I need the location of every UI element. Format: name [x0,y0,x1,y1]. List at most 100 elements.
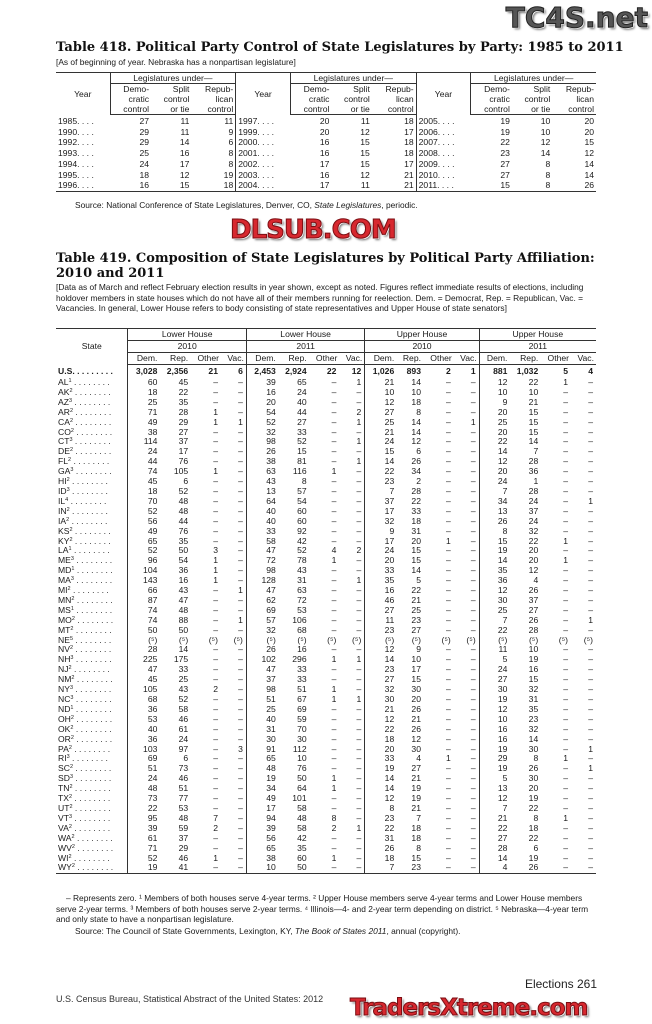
year-cell: 2006. . . . [415,126,471,138]
title-line: 2010 and 2011 [56,266,165,281]
state-code: VT [58,812,69,823]
state-cell: CA2 . . . . . . . . [56,417,128,428]
table-row: IL4 . . . . . . . . 70 48– –64 54– –37 22– –34 2… [56,495,596,507]
value-cell: 6 [533,842,539,853]
value-cell: 16 [151,148,191,159]
value-cell: – [588,753,593,764]
value-cell: 26 [478,516,510,527]
value-cell: 10 [528,644,539,655]
dem-header: Demo- cratic control [289,83,332,115]
value-cell: – [470,525,476,536]
value-cell: 1 [213,416,218,427]
value-cell: 17 [151,159,191,170]
us-total-row: U.S. . . . . . . . . 3,028 2,356 21 6 2,453 2,… [56,364,596,378]
value-cell: 16 [110,180,151,191]
value-cell: – [445,525,451,536]
value-cell: 39 [245,823,278,834]
value-cell: – [238,575,243,586]
cell-text: 16 [179,148,190,159]
value-cell: – [563,476,569,487]
table-row: ID3 . . . . . . . . 18 52– –13 57– –7 28– –7 28–… [56,485,596,497]
value-cell: 26 [411,703,421,714]
value-cell: 12 [331,170,371,181]
value-cell: 52 [297,436,307,447]
value-cell: – [445,377,451,387]
value-cell: 16 [290,137,331,148]
value-cell: – [588,525,593,536]
value-cell: 22 [364,823,397,834]
value-cell: – [563,386,569,397]
cell-text: 1995 [58,169,78,180]
value-cell: – [588,733,593,744]
value-cell: – [238,495,243,506]
value-cell: 8 [533,753,539,764]
house-header: Lower House [245,328,365,341]
footnote-ref: 2 [70,625,74,632]
value-cell: 27 [178,426,189,437]
value-cell: 1 [588,743,593,754]
state-cell: CT3 . . . . . . . . [56,436,128,447]
value-cell: 1 [563,753,569,764]
value-cell: – [238,832,243,843]
leader-dots: . . . . . . . . [71,545,110,556]
value-cell: 19 [411,783,421,794]
cell-text: 1997 [238,115,258,126]
value-cell: – [331,565,337,576]
table-419: State Lower House Lower House Upper House Up… [56,328,596,875]
value-cell: 14 [552,170,596,181]
value-cell: 17 [178,446,189,457]
value-cell: 7 [364,862,397,874]
value-cell: 15 [471,180,512,191]
value-cell: – [356,743,362,754]
value-cell: – [238,674,243,685]
value-cell: 1 [238,416,243,427]
state-code: OR [58,733,71,744]
cell-text: 14 [584,158,594,169]
value-cell: 37 [178,832,189,843]
value-cell: – [213,723,218,734]
value-cell: – [445,802,451,813]
value-cell: 19 [471,127,512,138]
value-cell: 20 [411,694,421,704]
table-row: WI2 . . . . . . . . 52 46 1–38 60 1–18 15– –14 1… [56,853,596,864]
value-cell: 19 [478,744,510,755]
value-cell: 28 [178,406,189,417]
cell-text: 26 [584,180,594,191]
state-code: NJ [58,664,69,675]
value-cell: 12 [331,127,371,138]
year-cell: 1995. . . . [56,170,110,181]
value-cell: 27 [110,115,151,127]
cell-text: 29 [139,137,150,148]
leader-dots: . . . . [77,158,94,169]
value-cell: – [563,565,569,576]
leader-dots: . . . . [437,126,455,137]
value-cell: – [331,485,337,496]
value-cell: 31 [245,724,278,735]
cell-text: 18 [404,137,414,148]
value-cell: – [238,694,243,704]
value-cell: – [331,456,337,467]
footnote-ref: 2 [71,863,75,870]
column-header: Dem. [127,352,160,365]
value-cell: 48 [127,783,160,795]
value-cell: 16 [297,644,307,655]
value-cell: – [445,456,451,467]
leader-dots: . . . . [437,169,455,180]
value-cell: – [470,406,476,417]
value-cell: 21 [411,594,421,605]
leader-dots: . . . . . . . . [73,446,112,457]
footnote-ref: 3 [69,774,74,781]
value-cell: 28 [127,645,160,656]
value-cell: – [563,505,569,516]
leader-dots: . . . . . . . . [74,862,114,873]
footnote-ref: 2 [71,615,75,622]
value-cell: 5 [563,366,569,376]
value-cell: 8 [512,159,552,170]
leader-dots: . . . . [77,148,94,159]
value-cell: – [213,773,218,784]
value-cell: – [445,416,451,427]
cell-text: 18 [404,116,414,126]
value-cell: (⁵) [528,634,539,645]
value-cell: – [588,842,593,853]
